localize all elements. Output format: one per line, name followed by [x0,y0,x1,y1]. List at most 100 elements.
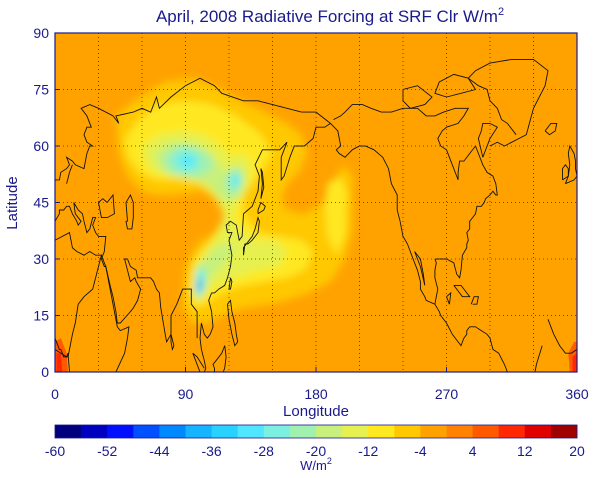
coastline-19 [446,291,452,305]
colorbar-label: W/m2 [300,456,332,473]
colorbar-swatch-15 [446,425,473,438]
colorbar-tick-label--52: -52 [97,443,117,459]
colorbar-swatch-9 [289,425,317,438]
coastline-10 [55,253,130,372]
coastline-20 [453,284,471,298]
colorbar-swatch-19 [550,425,578,438]
coastline-16 [414,251,426,286]
y-axis-label: Latitude [4,176,21,229]
coastline-29 [547,319,577,354]
colorbar-swatch-16 [472,425,500,438]
colorbar-swatch-2 [107,425,134,438]
colorbar-tick-label--28: -28 [254,443,274,459]
colorbar-swatch-11 [342,425,369,438]
colorbar-swatch-7 [237,425,265,438]
colorbar-tick-label--4: -4 [414,443,427,459]
x-tick-label-180: 180 [304,386,328,402]
colorbar-tick-label-12: 12 [517,443,533,459]
y-tick-label-45: 45 [33,195,49,211]
coastline-13 [98,193,115,219]
coastline-12 [125,193,134,230]
colorbar-swatch-18 [524,425,552,438]
coastline-15 [330,123,508,372]
coastline-1 [55,77,332,372]
coastline-25 [402,85,433,109]
coastline-2 [260,168,265,199]
colorbar-tick-label--44: -44 [149,443,169,459]
forcing-contour-1-1 [324,176,347,256]
coastline-26 [544,122,558,136]
colorbar-swatch-13 [394,425,421,438]
colorbar-tick-label--60: -60 [45,443,65,459]
coastline-11 [124,371,126,372]
x-axis-ticks: 0 90 180 270 360 [51,367,589,402]
colorbar-ticks: -60 -52 -44 -36 -28 -20 -12 -4 4 12 20 [45,443,585,459]
colorbar-tick-label-20: 20 [569,443,585,459]
chart-title: April, 2008 Radiative Forcing at SRF Clr… [156,6,504,26]
coastline-14 [170,334,175,352]
colorbar [54,424,578,439]
colorbar-frame [54,424,578,439]
coastline-9 [55,202,198,344]
forcing-contour-6-1 [231,174,239,186]
y-tick-label-15: 15 [33,308,49,324]
coastline-4 [257,201,266,215]
y-tick-label-75: 75 [33,82,49,98]
x-tick-label-360: 360 [565,386,589,402]
x-tick-label-0: 0 [51,386,59,402]
colorbar-swatch-12 [368,425,395,438]
coastline-32 [55,231,102,256]
coastline-31 [66,164,73,184]
coastline-18 [434,258,439,305]
edge-warming-core-0 [56,353,63,372]
coastline-24 [434,73,477,98]
colorbar-tick-label--20: -20 [306,443,326,459]
forcing-contour-8-0 [198,280,201,289]
forcing-contour-3-1 [200,243,235,282]
colorbar-swatch-10 [316,425,343,438]
colorbar-swatch-1 [81,425,108,438]
colorbar-swatch-0 [55,425,82,438]
colorbar-swatch-14 [420,425,447,438]
coastlines [55,58,577,372]
y-axis-ticks: 0 15 30 45 60 75 90 [33,25,60,380]
coastline-27 [564,144,577,185]
colorbar-swatch-8 [263,425,291,438]
coastline-21 [470,296,479,305]
colorbar-swatch-3 [133,425,160,438]
x-axis-label: Longitude [283,403,349,420]
coastline-30 [534,345,543,372]
x-tick-label-90: 90 [178,386,194,402]
coastline-7 [192,352,205,372]
coastline-8 [212,345,227,372]
y-tick-label-60: 60 [33,138,49,154]
coastline-5 [228,277,233,290]
coastline-28 [562,164,569,181]
coastline-17 [333,104,498,279]
colorbar-tick-label-4: 4 [469,443,477,459]
grid-lines [55,33,577,372]
colorbar-label-superscript: 2 [327,456,332,466]
coastline-6 [227,299,239,347]
colorbar-tick-label--36: -36 [201,443,221,459]
forcing-contour-6-0 [179,155,196,167]
chart-title-text: April, 2008 Radiative Forcing at SRF Clr… [156,7,498,26]
coastline-23 [467,58,549,147]
y-tick-label-0: 0 [41,364,49,380]
colorbar-swatch-5 [185,425,212,438]
chart-title-superscript: 2 [498,6,504,18]
coastline-0 [55,349,70,372]
coastline-22 [477,122,498,158]
map-area [55,33,577,372]
colorbar-tick-label--12: -12 [358,443,378,459]
y-tick-label-30: 30 [33,251,49,267]
colorbar-swatch-4 [159,425,186,438]
colorbar-swatch-6 [211,425,239,438]
forcing-field [115,78,353,323]
coastline-3 [243,216,260,256]
colorbar-label-text: W/m [300,458,327,473]
edge-warming-core-1 [572,353,577,372]
colorbar-swatch-17 [498,425,526,438]
y-tick-label-90: 90 [33,25,49,41]
